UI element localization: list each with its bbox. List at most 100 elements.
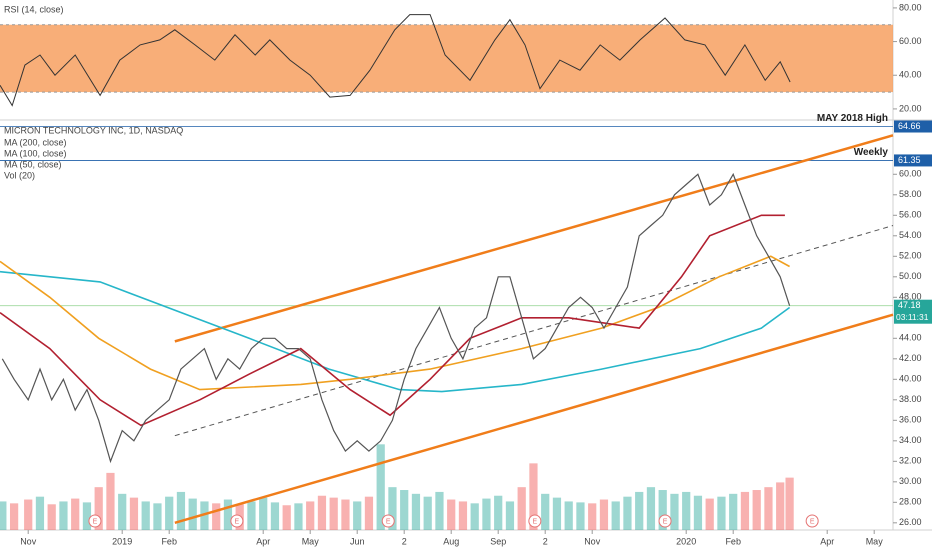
y-tick-label: 58.00 — [899, 189, 922, 199]
volume-bar — [35, 496, 45, 530]
y-tick-label: 38.00 — [899, 394, 922, 404]
y-tick-label: 60.00 — [899, 169, 922, 179]
y-tick-label: 52.00 — [899, 251, 922, 261]
level-label: 64.66 — [898, 121, 921, 131]
volume-bar — [458, 501, 468, 530]
level-label-box — [894, 154, 932, 167]
current-price-box — [894, 299, 932, 324]
y-tick-label: 30.00 — [899, 476, 922, 486]
volume-bar — [153, 503, 162, 530]
legend-entry: MA (100, close) — [4, 148, 67, 158]
volume-bar — [94, 487, 103, 530]
rsi-band — [0, 24, 893, 93]
volume-bar — [59, 501, 68, 530]
volume-bar — [423, 496, 432, 530]
ma-line — [0, 214, 785, 427]
y-tick-label: 42.00 — [899, 353, 922, 363]
x-tick-label: 2 — [543, 536, 548, 546]
volume-bar — [576, 502, 585, 530]
volume-bar — [541, 493, 550, 530]
volume-bar — [106, 472, 115, 530]
x-tick-label: May — [866, 536, 884, 546]
volume-bar — [24, 499, 33, 530]
x-tick-label: Apr — [820, 536, 834, 546]
volume-bar — [764, 487, 773, 530]
earnings-marker — [658, 514, 672, 528]
y-tick-label: 28.00 — [899, 497, 922, 507]
chart-title: MICRON TECHNOLOGY INC, 1D, NASDAQ — [4, 125, 183, 135]
volume-bar — [646, 487, 656, 530]
x-tick-label: Apr — [256, 536, 270, 546]
volume-bar — [529, 463, 538, 530]
current-price-label: 47.18 — [898, 300, 921, 310]
volume-bar — [0, 501, 7, 530]
y-tick-label: 36.00 — [899, 415, 922, 425]
x-tick-label: 2 — [402, 536, 407, 546]
earnings-marker — [528, 514, 542, 528]
y-tick-label: 44.00 — [899, 333, 922, 343]
volume-bar — [188, 498, 197, 530]
x-tick-label: 2019 — [112, 536, 132, 546]
level-note: MAY 2018 High — [817, 113, 888, 124]
x-tick-label: Feb — [725, 536, 741, 546]
volume-bar — [729, 493, 738, 530]
y-tick-label: 54.00 — [899, 230, 922, 240]
earnings-marker — [805, 514, 819, 528]
volume-bar — [388, 487, 397, 530]
volume-bar — [517, 487, 526, 530]
rsi-legend: RSI (14, close) — [4, 4, 64, 14]
volume-bar — [282, 505, 291, 530]
volume-bar — [670, 493, 679, 530]
volume-bar — [306, 501, 315, 530]
ma-line — [0, 270, 791, 393]
volume-bar — [247, 501, 256, 530]
y-tick-label: 56.00 — [899, 210, 922, 220]
x-tick-label: Aug — [443, 536, 459, 546]
volume-bar — [165, 496, 174, 530]
volume-bar — [447, 499, 456, 530]
volume-bar — [588, 503, 597, 530]
volume-bar — [400, 490, 409, 530]
volume-bar — [470, 503, 479, 530]
volume-bar — [212, 503, 221, 530]
volume-bar — [129, 497, 139, 530]
volume-bar — [71, 498, 80, 530]
level-label-box — [894, 120, 932, 133]
earnings-marker — [381, 514, 395, 528]
y-tick-label: 34.00 — [899, 435, 922, 445]
volume-bar — [564, 501, 573, 530]
ma-line — [0, 255, 790, 391]
volume-bar — [776, 482, 785, 530]
earnings-marker — [88, 514, 102, 528]
channel-mid — [174, 225, 894, 437]
volume-bar — [176, 491, 186, 530]
rsi-tick-label: 20.00 — [899, 103, 922, 113]
legend-entry: MA (50, close) — [4, 159, 62, 169]
y-tick-label: 48.00 — [899, 292, 922, 302]
channel-upper — [174, 134, 894, 343]
volume-bar — [47, 504, 56, 530]
y-tick-label: 50.00 — [899, 271, 922, 281]
x-tick-label: Sep — [490, 536, 506, 546]
volume-bar — [411, 493, 421, 530]
y-tick-label: 40.00 — [899, 374, 922, 384]
x-tick-label: May — [302, 536, 320, 546]
volume-bar — [341, 499, 350, 530]
x-tick-label: Jun — [350, 536, 365, 546]
volume-bar — [9, 503, 19, 530]
volume-bar — [118, 493, 127, 530]
earnings-label: E — [386, 518, 391, 525]
volume-bar — [693, 495, 703, 530]
rsi-tick-label: 60.00 — [899, 36, 922, 46]
earnings-label: E — [810, 518, 815, 525]
volume-bar — [623, 496, 632, 530]
rsi-tick-label: 40.00 — [899, 70, 922, 80]
volume-bar — [705, 498, 714, 530]
volume-bar — [294, 503, 303, 530]
rsi-tick-label: 80.00 — [899, 2, 922, 12]
volume-bar — [740, 491, 750, 530]
volume-bar — [82, 502, 92, 530]
volume-bar — [752, 490, 761, 530]
channel-lower — [174, 313, 894, 525]
